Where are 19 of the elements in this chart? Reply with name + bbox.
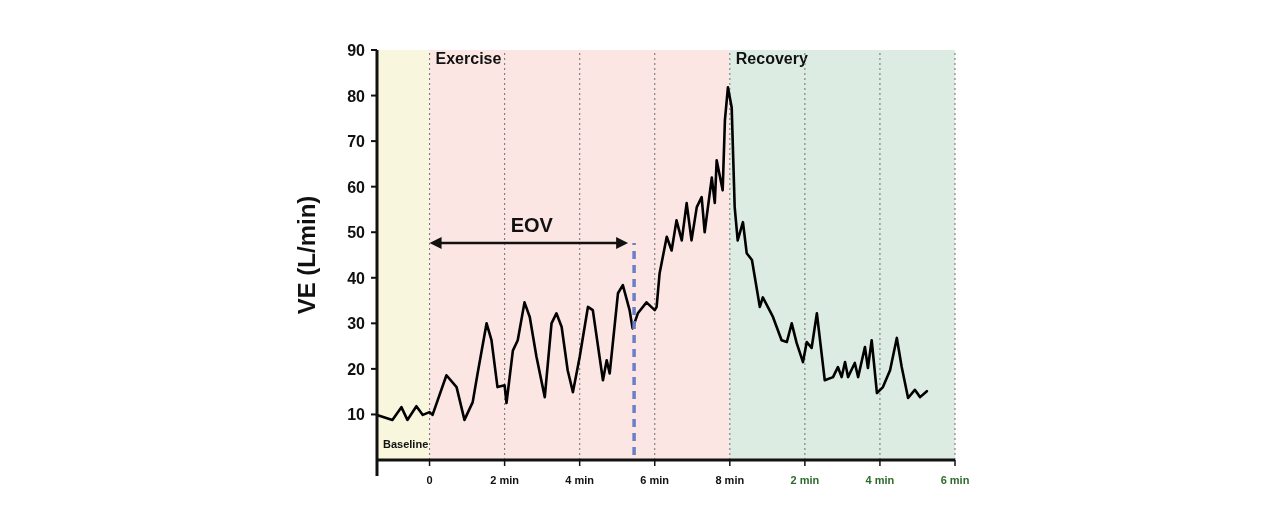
y-tick-label: 20 — [347, 360, 366, 378]
x-tick-label: 8 min — [715, 474, 745, 486]
y-tick-label: 70 — [347, 133, 366, 151]
y-tick-label: 40 — [347, 269, 366, 287]
y-tick-label: 50 — [347, 224, 366, 242]
y-tick-label: 30 — [347, 315, 366, 333]
y-tick-label: 10 — [347, 406, 366, 424]
x-tick-label: 2 min — [490, 474, 520, 486]
band-label: Baseline — [383, 438, 429, 450]
band-label: Recovery — [735, 50, 808, 67]
x-tick-label: 6 min — [640, 474, 670, 486]
annotation: EOV — [510, 214, 554, 236]
band-label: Exercise — [435, 50, 502, 67]
y-tick-label: 60 — [347, 178, 366, 196]
x-tick-label: 4 min — [565, 474, 595, 486]
x-tick-label: 0 — [426, 474, 433, 486]
y-tick-label: 80 — [347, 87, 366, 105]
y-tick-label: 90 — [347, 42, 366, 59]
y-axis-title: VE (L/min) — [293, 195, 320, 315]
